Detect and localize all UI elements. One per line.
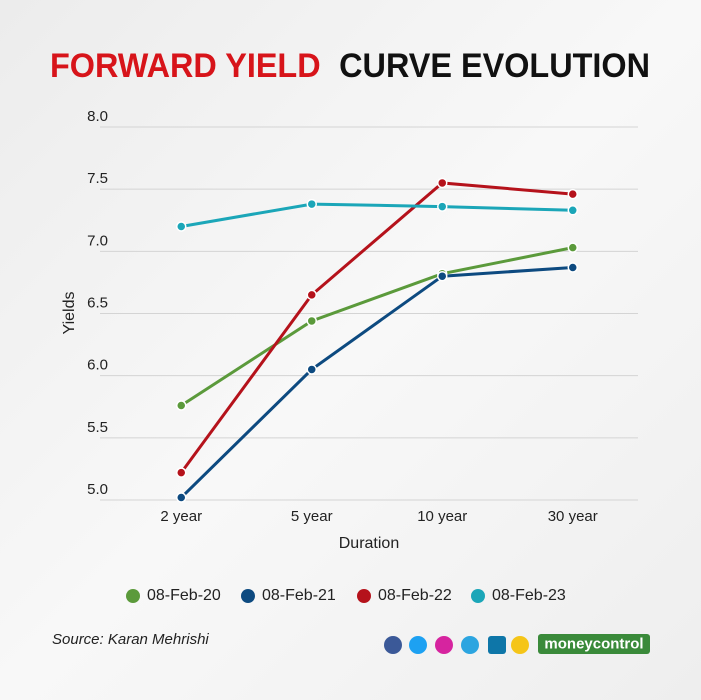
y-axis-label: Yields — [61, 292, 78, 335]
title-part: FORWARD YIELD — [50, 47, 321, 85]
point — [306, 315, 317, 327]
icon — [435, 636, 453, 654]
point — [176, 221, 187, 232]
legend-label: 08-Feb-23 — [492, 587, 566, 604]
legend-marker — [241, 589, 255, 603]
point — [176, 492, 187, 503]
y-tick-label: 6.5 — [87, 294, 108, 311]
legend-label: 08-Feb-21 — [262, 587, 336, 604]
series-line — [180, 181, 573, 474]
brand: moneycontrol — [544, 635, 643, 652]
y-tick-label: 6.0 — [87, 357, 108, 374]
point — [176, 400, 187, 411]
title-part: CURVE EVOLUTION — [339, 47, 650, 85]
series-line — [180, 266, 573, 499]
chart-title: FORWARD YIELD CURVE EVOLUTION — [50, 47, 650, 85]
point — [437, 270, 448, 282]
legend-label: 08-Feb-20 — [147, 587, 221, 604]
point — [176, 467, 187, 478]
point — [567, 188, 578, 200]
point — [567, 262, 578, 273]
x-axis-label: Duration — [339, 535, 399, 552]
y-tick-label: 8.0 — [87, 108, 108, 125]
y-tick-label: 5.5 — [87, 419, 108, 436]
legend-marker — [471, 589, 485, 603]
brand-box — [538, 634, 650, 654]
source: Source: Karan Mehrishi — [52, 631, 209, 648]
x-tick-label: 30 year — [548, 508, 598, 525]
legend-marker — [357, 589, 371, 603]
icon — [461, 636, 479, 654]
point — [567, 242, 578, 253]
x-tick-label: 5 year — [291, 508, 333, 525]
point — [306, 364, 317, 375]
y-tick-label: 7.0 — [87, 232, 108, 249]
y-tick-label: 5.0 — [87, 481, 108, 498]
y-tick-label: 7.5 — [87, 170, 108, 187]
legend-marker — [126, 589, 140, 603]
point — [567, 205, 578, 216]
point — [437, 177, 448, 189]
legend-label: 08-Feb-22 — [378, 587, 452, 604]
icon — [511, 636, 529, 654]
social-icons — [384, 636, 529, 654]
series-line — [180, 246, 574, 407]
point — [437, 201, 448, 212]
icon — [409, 636, 427, 654]
x-tick-label: 2 year — [160, 508, 202, 525]
icon — [488, 636, 506, 654]
point — [306, 198, 317, 210]
icon — [384, 636, 402, 654]
series-line — [180, 202, 573, 228]
point — [306, 289, 317, 301]
x-tick-label: 10 year — [417, 508, 467, 525]
